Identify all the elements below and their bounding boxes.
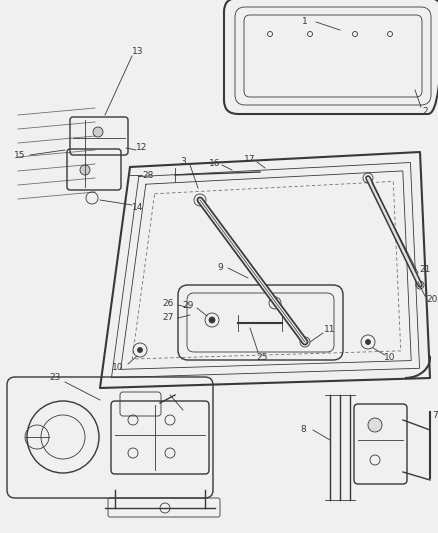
Text: 15: 15 (14, 150, 26, 159)
Text: 23: 23 (49, 374, 61, 383)
Text: 1: 1 (302, 18, 308, 27)
Text: 28: 28 (142, 171, 154, 180)
Circle shape (368, 418, 382, 432)
Text: 8: 8 (300, 425, 306, 434)
Text: 7: 7 (432, 410, 438, 419)
Text: 16: 16 (209, 158, 221, 167)
Circle shape (93, 127, 103, 137)
Text: 10: 10 (112, 364, 124, 373)
Text: 17: 17 (244, 156, 256, 165)
Text: 20: 20 (426, 295, 438, 304)
Text: 29: 29 (182, 301, 194, 310)
Circle shape (209, 317, 215, 323)
Text: 3: 3 (180, 157, 186, 166)
Text: 25: 25 (256, 353, 268, 362)
Text: 13: 13 (132, 47, 144, 56)
Text: 2: 2 (422, 108, 428, 117)
Circle shape (138, 348, 142, 352)
Text: 21: 21 (419, 265, 431, 274)
Text: 27: 27 (162, 313, 174, 322)
Text: 10: 10 (384, 353, 396, 362)
Text: 14: 14 (132, 204, 144, 213)
Text: 26: 26 (162, 298, 174, 308)
Circle shape (365, 340, 371, 344)
Text: 9: 9 (217, 263, 223, 272)
Text: 11: 11 (324, 326, 336, 335)
Circle shape (80, 165, 90, 175)
Text: 12: 12 (136, 143, 148, 152)
